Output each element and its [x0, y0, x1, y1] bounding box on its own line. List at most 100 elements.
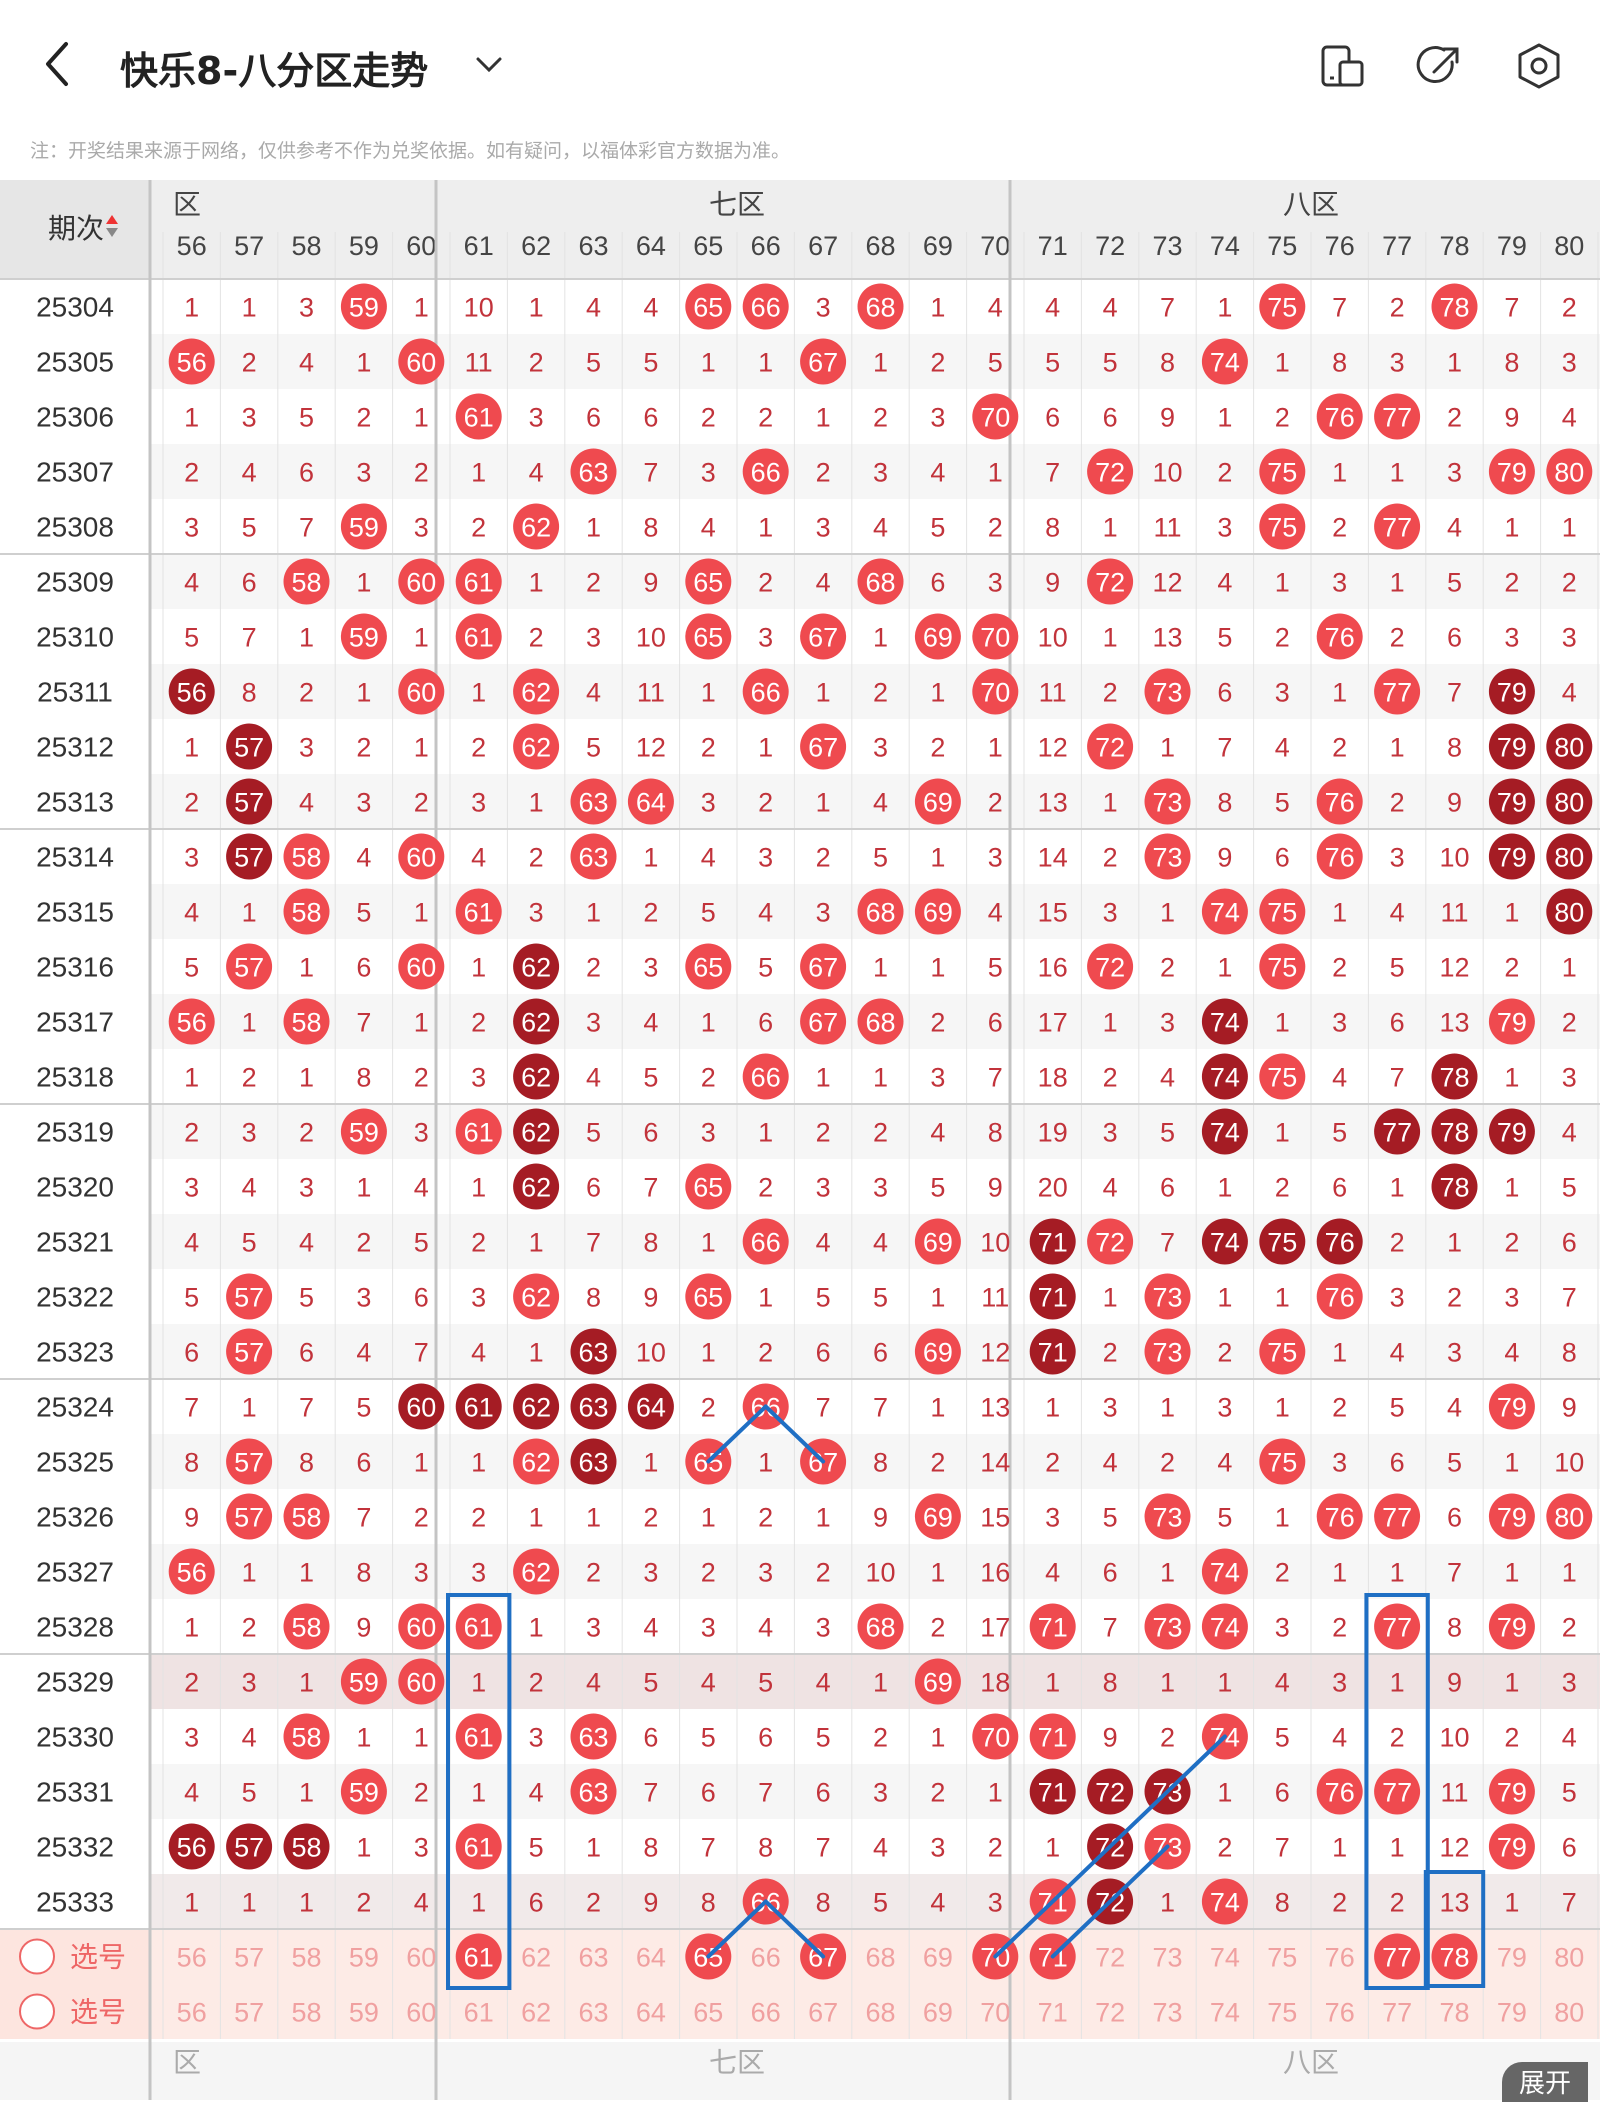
hit-ball	[914, 1658, 961, 1705]
miss-count: 4	[930, 1118, 945, 1148]
picked-ball	[455, 1933, 502, 1980]
miss-count: 4	[299, 788, 314, 818]
miss-count: 3	[414, 1118, 429, 1148]
miss-count: 4	[873, 513, 888, 543]
expand-button[interactable]: 展开	[1502, 2062, 1588, 2102]
hit-number-59: 59	[349, 623, 379, 653]
miss-count: 7	[1160, 1228, 1175, 1258]
miss-count: 6	[299, 458, 314, 488]
miss-count: 2	[1504, 1723, 1519, 1753]
miss-count: 5	[586, 733, 601, 763]
period-25317: 25317	[36, 1007, 114, 1038]
miss-count: 8	[1332, 348, 1347, 378]
select-number: 80	[1554, 1998, 1584, 2028]
miss-count: 1	[1275, 348, 1290, 378]
miss-count: 14	[1038, 843, 1068, 873]
row-bg	[0, 499, 1600, 554]
hit-ball	[1029, 1768, 1076, 1815]
miss-count: 7	[1504, 293, 1519, 323]
chevron-down-icon[interactable]	[475, 55, 503, 75]
hit-number-66: 66	[751, 1228, 781, 1258]
select-number: 69	[923, 1998, 953, 2028]
hit-number-75: 75	[1267, 1063, 1297, 1093]
miss-count: 1	[1217, 1283, 1232, 1313]
miss-count: 4	[184, 1228, 199, 1258]
page-title: 快乐8-八分区走势	[120, 49, 429, 93]
miss-count: 6	[586, 1173, 601, 1203]
miss-count: 3	[1217, 513, 1232, 543]
hit-number-62: 62	[521, 1008, 551, 1038]
miss-count: 3	[471, 788, 486, 818]
share-icon[interactable]	[1416, 44, 1462, 90]
miss-count: 2	[184, 458, 199, 488]
period-header-bg	[0, 180, 150, 279]
hit-number-65: 65	[693, 623, 723, 653]
miss-count: 11	[981, 1283, 1009, 1313]
hit-number-61: 61	[464, 898, 494, 928]
hit-number-57: 57	[234, 843, 264, 873]
hit-number-76: 76	[1325, 843, 1355, 873]
miss-count: 6	[586, 403, 601, 433]
hit-number-58: 58	[291, 1833, 321, 1863]
period-cell-bg	[0, 1049, 150, 1104]
miss-count: 4	[1562, 1118, 1577, 1148]
hit-number-71: 71	[1038, 1228, 1068, 1258]
miss-count: 1	[1504, 1668, 1519, 1698]
hit-ball	[340, 1658, 387, 1705]
miss-count: 2	[414, 788, 429, 818]
miss-count: 8	[758, 1833, 773, 1863]
miss-count: 5	[643, 1668, 658, 1698]
select-number: 75	[1267, 1943, 1297, 1973]
miss-count: 1	[184, 1063, 199, 1093]
miss-count: 12	[1038, 733, 1068, 763]
miss-count: 1	[701, 1228, 716, 1258]
row-bg	[0, 334, 1600, 389]
miss-count: 2	[586, 1558, 601, 1588]
settings-icon[interactable]	[1516, 42, 1562, 90]
hit-number-62: 62	[521, 1118, 551, 1148]
hit-number-68: 68	[865, 293, 895, 323]
miss-count: 1	[356, 348, 371, 378]
period-25308: 25308	[36, 512, 114, 543]
hit-number-63: 63	[578, 843, 608, 873]
back-arrow-icon[interactable]	[42, 40, 72, 88]
miss-count: 6	[1562, 1833, 1577, 1863]
miss-count: 2	[1562, 568, 1577, 598]
miss-count: 1	[586, 898, 601, 928]
miss-count: 4	[471, 1338, 486, 1368]
hit-ball	[570, 1328, 617, 1375]
miss-count: 16	[980, 1558, 1010, 1588]
miss-count: 3	[1447, 1338, 1462, 1368]
hit-number-74: 74	[1210, 1228, 1240, 1258]
hit-ball	[226, 943, 273, 990]
miss-count: 1	[1275, 1118, 1290, 1148]
top-bar: 快乐8-八分区走势	[0, 0, 1600, 130]
hit-ball	[1201, 1218, 1248, 1265]
hit-ball	[283, 1713, 330, 1760]
miss-count: 2	[758, 403, 773, 433]
select-number: 68	[865, 1943, 895, 1973]
period-25332: 25332	[36, 1832, 114, 1863]
miss-count: 19	[1038, 1118, 1068, 1148]
hit-ball	[455, 558, 502, 605]
miss-count: 1	[1045, 1668, 1060, 1698]
period-cell-bg	[0, 1599, 150, 1654]
hit-ball	[685, 1273, 732, 1320]
hit-number-76: 76	[1325, 403, 1355, 433]
miss-count: 2	[1390, 1888, 1405, 1918]
hit-ball	[398, 1383, 445, 1430]
miss-count: 1	[1562, 953, 1577, 983]
miss-count: 5	[1390, 953, 1405, 983]
miss-count: 1	[1390, 1558, 1405, 1588]
select-number: 78	[1439, 1998, 1469, 2028]
hit-ball	[685, 283, 732, 330]
period-cell-bg	[0, 1379, 150, 1434]
column-header-56: 56	[177, 231, 207, 261]
hit-number-57: 57	[234, 1338, 264, 1368]
miss-count: 12	[1439, 953, 1469, 983]
hit-number-70: 70	[980, 678, 1010, 708]
device-icon[interactable]	[1320, 44, 1366, 88]
hit-ball	[1144, 668, 1191, 715]
miss-count: 1	[1160, 1393, 1175, 1423]
hit-number-63: 63	[578, 1338, 608, 1368]
